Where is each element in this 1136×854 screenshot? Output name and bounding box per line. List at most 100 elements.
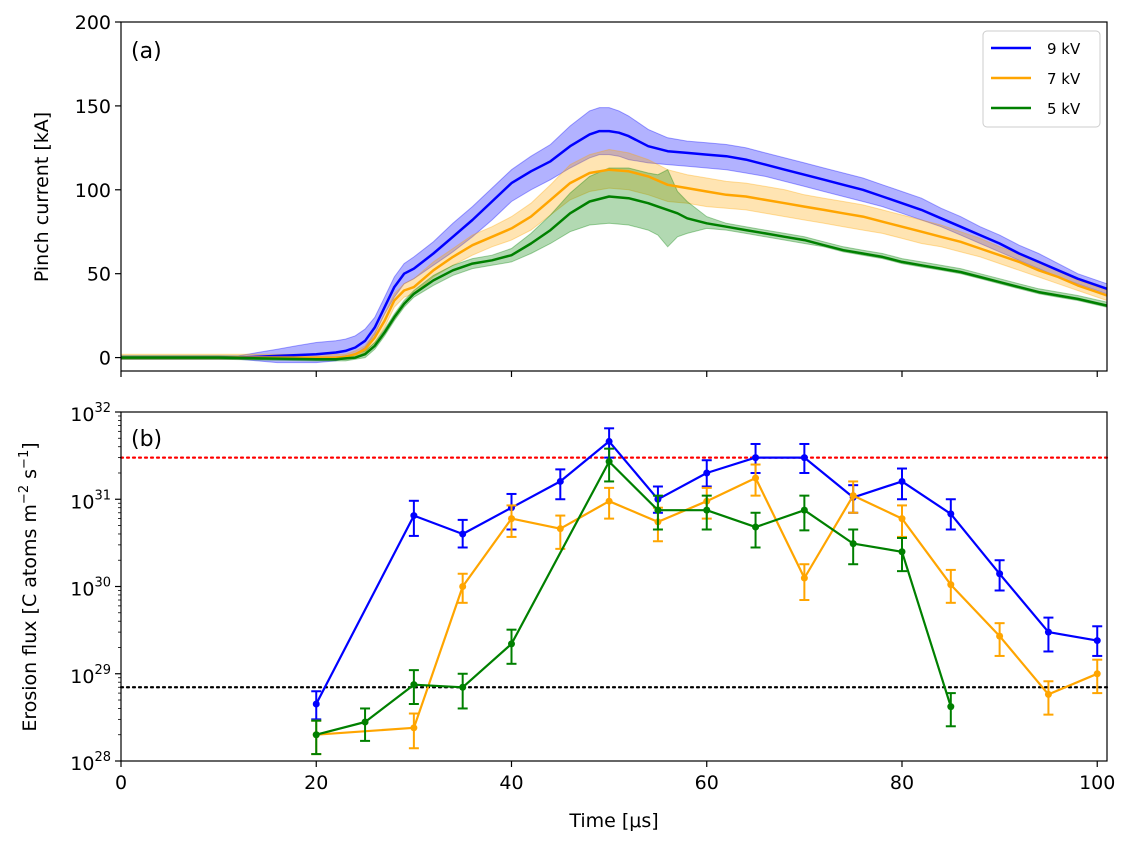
panel-b-ylabel-exp2: −1 xyxy=(17,450,32,469)
point-9kv-100 xyxy=(1093,637,1101,645)
point-7kv-70 xyxy=(800,574,808,582)
point-9kv-20 xyxy=(312,700,320,708)
legend-label-9kv: 9 kV xyxy=(1047,40,1081,58)
panel-a-ytick-label-0: 0 xyxy=(99,348,111,370)
panel-b-ytick-base-32: 10 xyxy=(70,404,94,426)
point-5kv-30 xyxy=(410,681,418,689)
point-7kv-85 xyxy=(947,581,955,589)
point-7kv-75 xyxy=(849,492,857,500)
point-7kv-65 xyxy=(752,474,760,482)
legend-item-5kv: 5 kV xyxy=(991,100,1081,118)
panel-b-ytick-exponent-32: 32 xyxy=(94,401,111,416)
legend-item-7kv: 7 kV xyxy=(991,70,1081,88)
panel-b-ylabel-end: ] xyxy=(19,442,41,449)
legend-label-5kv: 5 kV xyxy=(1047,100,1081,118)
panel-b-xtick-label-20: 20 xyxy=(304,772,328,794)
point-9kv-50 xyxy=(605,437,613,445)
panel-b-ytick-label-30: 1030 xyxy=(70,576,111,601)
line-9kv xyxy=(121,129,1108,359)
point-9kv-95 xyxy=(1044,628,1052,636)
panel-a-ytick-label-100: 100 xyxy=(75,180,111,202)
point-5kv-20 xyxy=(312,731,320,739)
panel-a-label: (a) xyxy=(131,39,162,64)
flux-series-5kv xyxy=(311,447,956,756)
point-7kv-90 xyxy=(996,632,1004,640)
panel-b-ytick-exponent-29: 29 xyxy=(94,663,111,678)
panel-b-ylabel: Erosion flux [C atoms m−2 s−1] xyxy=(17,442,41,731)
point-5kv-25 xyxy=(361,718,369,726)
panel-b-xtick-label-40: 40 xyxy=(499,772,523,794)
point-7kv-50 xyxy=(605,497,613,505)
panel-b-ytick-label-31: 1031 xyxy=(70,488,111,513)
panel-a-current: 0 50 100 150 200 (a) Pinch current [kA] 9 kV… xyxy=(31,12,1108,377)
panel-a-frame xyxy=(120,21,1108,372)
panel-b-xtick-label-100: 100 xyxy=(1079,772,1115,794)
panel-b-frame xyxy=(120,411,1108,762)
panel-b-xlabel: Time [μs] xyxy=(568,810,658,832)
point-9kv-45 xyxy=(556,477,564,485)
point-9kv-35 xyxy=(459,530,467,538)
point-7kv-100 xyxy=(1093,670,1101,678)
panel-a-ticks: 0 50 100 150 200 xyxy=(75,12,1098,377)
panel-a-ytick-label-150: 150 xyxy=(75,96,111,118)
panel-b-ylabel-main: Erosion flux [C atoms m xyxy=(19,504,41,732)
panel-b-ylabel-exp1: −2 xyxy=(17,485,32,504)
flux-line-9kv xyxy=(315,440,1098,705)
point-5kv-50 xyxy=(605,458,613,466)
legend-box xyxy=(982,30,1101,128)
panel-b-series xyxy=(311,427,1103,756)
legend-label-7kv: 7 kV xyxy=(1047,70,1081,88)
point-5kv-85 xyxy=(947,703,955,711)
point-9kv-80 xyxy=(898,477,906,485)
point-5kv-35 xyxy=(459,683,467,691)
legend-item-9kv: 9 kV xyxy=(991,40,1081,58)
panel-b-ytick-base-28: 10 xyxy=(70,753,94,775)
point-5kv-75 xyxy=(849,540,857,548)
panel-a-lines xyxy=(121,129,1108,361)
point-9kv-30 xyxy=(410,512,418,520)
point-7kv-35 xyxy=(459,583,467,590)
point-5kv-55 xyxy=(654,506,662,514)
point-9kv-70 xyxy=(800,454,808,462)
panel-b-xtick-label-0: 0 xyxy=(115,772,127,794)
panel-b-ytick-base-31: 10 xyxy=(70,491,94,513)
line-5kv xyxy=(121,195,1108,361)
panel-b-ytick-label-29: 1029 xyxy=(70,663,111,688)
point-7kv-30 xyxy=(410,724,418,732)
panel-b-ylabel-mid: s xyxy=(19,469,41,485)
point-5kv-40 xyxy=(507,640,515,648)
point-7kv-40 xyxy=(507,515,515,523)
flux-series-7kv xyxy=(311,463,1103,756)
flux-line-7kv xyxy=(316,476,1098,736)
point-9kv-60 xyxy=(703,469,711,477)
panel-b-ytick-label-28: 1028 xyxy=(70,750,111,775)
point-9kv-85 xyxy=(947,510,955,518)
panel-b-label: (b) xyxy=(131,427,162,452)
point-7kv-80 xyxy=(898,515,906,523)
panel-b-xtick-label-60: 60 xyxy=(695,772,719,794)
panel-b-xtick-label-80: 80 xyxy=(890,772,914,794)
point-9kv-90 xyxy=(996,570,1004,578)
panel-b-ytick-exponent-30: 30 xyxy=(94,576,111,591)
point-5kv-60 xyxy=(703,506,711,514)
panel-a-ytick-label-200: 200 xyxy=(75,12,111,34)
line-7kv xyxy=(121,168,1108,359)
point-9kv-65 xyxy=(752,454,760,462)
panel-b-ytick-base-30: 10 xyxy=(70,579,94,601)
legend: 9 kV 7 kV 5 kV xyxy=(982,30,1101,128)
point-7kv-95 xyxy=(1044,690,1052,698)
point-5kv-65 xyxy=(752,523,760,531)
point-5kv-80 xyxy=(898,548,906,556)
panel-a-ytick-label-50: 50 xyxy=(87,264,111,286)
panel-b-ytick-exponent-28: 28 xyxy=(94,750,111,765)
point-7kv-45 xyxy=(556,525,564,533)
panel-b-ytick-exponent-31: 31 xyxy=(94,488,111,503)
flux-series-9kv xyxy=(311,427,1103,721)
panel-b-ytick-label-32: 1032 xyxy=(70,401,111,426)
panel-a-ylabel: Pinch current [kA] xyxy=(31,112,53,282)
point-5kv-70 xyxy=(800,506,808,514)
